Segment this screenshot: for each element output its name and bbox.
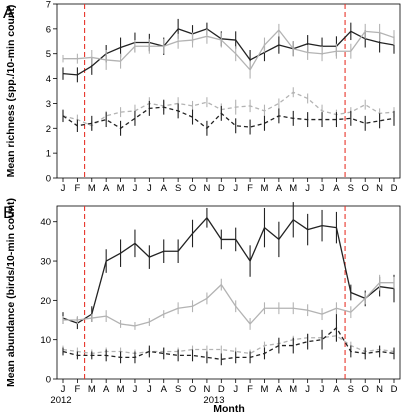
panel-a-x-tick-label: M [289,183,297,194]
panel-a-series-1-line [62,28,395,76]
panel-b-x-tick-label: S [175,384,181,395]
panel-a-x-tick-label: M [117,183,125,194]
panel-b-x-tick-label: F [247,384,253,395]
panel-a-x-tick-label: A [103,183,110,194]
panel-b-x-tick-label: J [320,384,325,395]
panel-b-x-tick-label: D [218,384,225,395]
panel-a-series-2-line [63,29,395,71]
year-label-2013: 2013 [203,395,224,406]
x-axis-label: Month [213,403,245,415]
panel-b-series-1-line [62,217,395,324]
panel-a-x-tick-label: D [218,183,225,194]
panel-b-y-tick-label: 0 [46,375,51,386]
panel-b: B Mean abundance (birds/10-min count) 0 1… [3,198,401,395]
panel-a-x-tick-label: S [348,183,354,194]
panel-b-x-tick-label: N [376,384,383,395]
panel-b-x-tick-label: A [333,384,340,395]
panel-b-x-tick-label: J [147,384,152,395]
panel-a-y-tick-label: 1 [46,149,51,160]
panel-b-plot-frame [56,205,401,380]
panel-b-x-tick-label: J [133,384,138,395]
panel-b-series-2-line [63,282,394,327]
panel-b-x-tick-label: M [88,384,96,395]
panel-a-x-tick-label: A [276,183,283,194]
panel-b-x-tick-label: O [362,384,369,395]
panel-a-y-tick-label: 4 [46,74,51,85]
panel-a-y-tick-label: 3 [46,99,51,110]
panel-a-letter: A [3,3,15,22]
panel-a-y-tick-label: 0 [46,174,51,185]
panel-a-x-tick-label: J [147,183,152,194]
panel-b-x-tick-label: M [261,384,269,395]
panel-b-x-tick-label: J [305,384,310,395]
panel-a-x-tick-label: J [233,183,238,194]
panel-b-x-tick-label: J [61,384,66,395]
panel-a-x-tick-label: O [362,183,369,194]
panel-b-x-tick-label: J [233,384,238,395]
panel-a-x-tick-label: S [175,183,181,194]
panel-b-series-4-line [62,327,395,360]
panel-a-y-tick-label: 2 [46,124,51,135]
panel-a-x-tick-label: F [247,183,253,194]
panel-a-y-tick-label: 7 [46,0,51,11]
panel-a-x-tick-label: D [391,183,398,194]
panel-a-x-tick-label: F [74,183,80,194]
panel-a-x-tick-label: J [61,183,66,194]
panel-a-x-tick-label: J [305,183,310,194]
panel-b-x-tick-label: A [276,384,283,395]
panel-b-x-tick-label: M [289,384,297,395]
panel-a-x-tick-label: M [261,183,269,194]
panel-b-y-tick-label: 10 [40,335,51,346]
panel-a-y-axis-label: Mean richness (spp./10-min count) [5,5,17,178]
panel-a: A Mean richness (spp./10-min count) 0 1 2 3… [3,0,401,194]
panel-a-x-tick-label: M [88,183,96,194]
panel-b-y-tick-label: 40 [40,217,51,228]
panel-a-x-tick-label: J [133,183,138,194]
panel-a-series-4-line [62,106,395,129]
panel-a-y-tick-label: 6 [46,24,51,35]
panel-a-x-tick-label: N [376,183,383,194]
panel-b-x-tick-label: A [103,384,110,395]
panel-b-x-tick-label: N [203,384,210,395]
panel-a-x-tick-label: J [320,183,325,194]
panel-b-y-tick-label: 30 [40,257,51,268]
panel-a-plot-frame [56,3,401,179]
panel-b-x-tick-label: S [348,384,354,395]
panel-a-y-tick-label: 5 [46,49,51,60]
year-label-2012: 2012 [50,395,71,406]
panel-a-x-tick-label: A [161,183,168,194]
panel-b-letter: B [3,203,14,222]
panel-b-x-tick-label: D [391,384,398,395]
panel-a-x-tick-label: A [333,183,340,194]
panel-a-x-tick-label: N [203,183,210,194]
panel-b-x-tick-label: A [161,384,168,395]
panel-b-x-tick-label: M [117,384,125,395]
panel-b-series-3-line [62,335,395,355]
panel-a-series-3-line [62,91,395,127]
panel-a-x-tick-label: O [189,183,196,194]
panel-b-x-tick-label: F [74,384,80,395]
panel-b-y-tick-label: 20 [40,296,51,307]
panel-b-y-axis-label: Mean abundance (birds/10-min count) [5,198,17,387]
panel-b-x-tick-label: O [189,384,196,395]
